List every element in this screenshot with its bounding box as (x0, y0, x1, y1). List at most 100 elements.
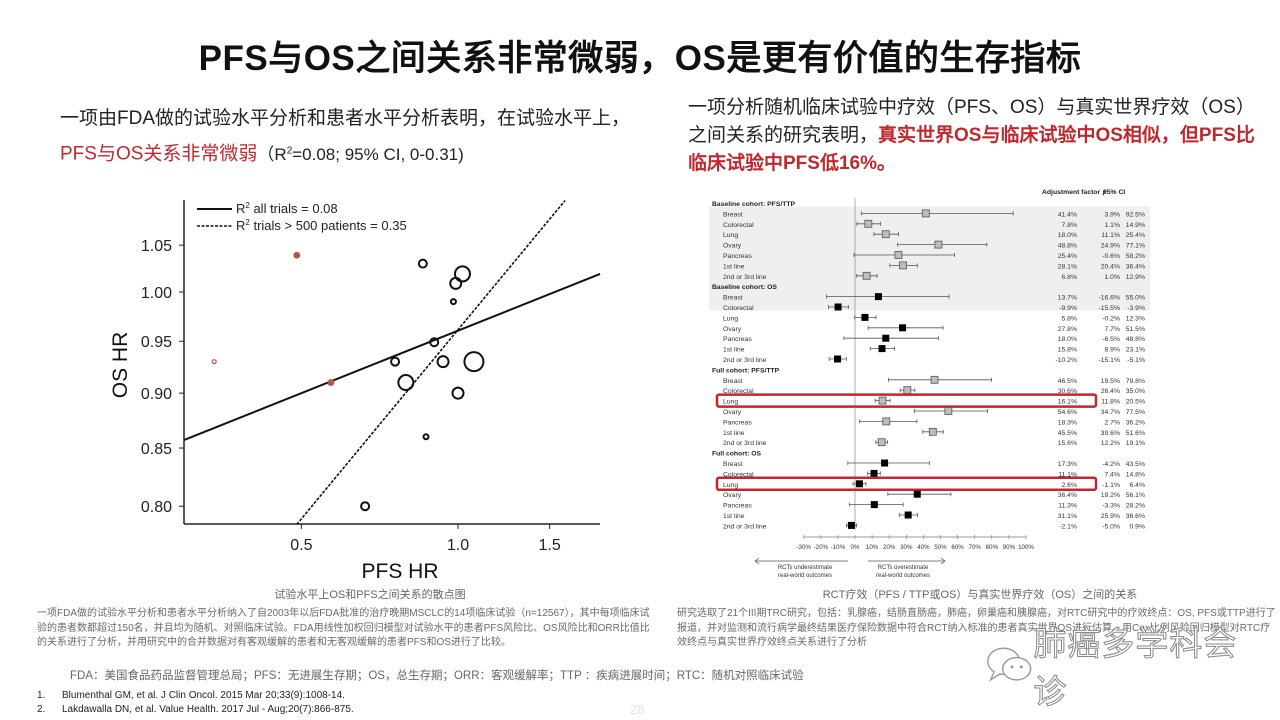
forest-adjustment-value: 25.4% (1058, 253, 1077, 260)
forest-adjustment-value: 15.8% (1058, 347, 1077, 354)
legend-label-text: all trials = 0.08 (250, 201, 338, 216)
scatter-point (293, 251, 301, 259)
forest-point-estimate (874, 293, 882, 301)
scatter-y-tick-label: 0.90 (141, 386, 172, 403)
forest-row-label: 2nd or 3rd line (723, 440, 767, 447)
forest-point-estimate (881, 459, 889, 467)
right-summary-highlight: 真实世界OS与临床试验中OS相似，但PFS比临床试验中PFS低16%。 (688, 125, 1255, 174)
scatter-x-tick-label: 1.5 (539, 537, 561, 554)
forest-ci-high: -5.1% (1127, 357, 1145, 364)
forest-ci-high: 36.6% (1126, 513, 1145, 520)
forest-row-label: Lung (723, 232, 738, 239)
forest-adjustment-value: 30.6% (1058, 388, 1077, 395)
forest-point-estimate (834, 355, 842, 363)
forest-ci-high: 56.1% (1126, 492, 1145, 499)
forest-x-tick-label: 30% (900, 544, 913, 551)
scatter-point (449, 276, 463, 290)
forest-row-label: 1st line (723, 513, 745, 520)
forest-section-header: Baseline cohort: PFS/TTP (712, 201, 796, 208)
reference-text: Blumenthal GM, et al. J Clin Oncol. 2015… (62, 690, 345, 701)
left-summary: 一项由FDA做的试验水平分析和患者水平分析表明，在试验水平上， PFS与OS关系非… (60, 103, 640, 171)
forest-adjustment-value: 16.1% (1058, 399, 1077, 406)
forest-x-tick-label: 0% (851, 544, 860, 551)
forest-row-label: Breast (723, 295, 743, 302)
forest-section-header: Baseline cohort: OS (712, 284, 777, 291)
forest-ci-low: 20.4% (1101, 263, 1120, 270)
forest-ci-low: -4.2% (1102, 461, 1120, 468)
forest-adjustment-value: 18.0% (1058, 232, 1077, 239)
forest-x-tick-label: 100% (1018, 544, 1034, 551)
forest-point-estimate (882, 334, 890, 342)
forest-ci-high: 35.0% (1126, 388, 1145, 395)
forest-row-label: Ovary (723, 492, 742, 499)
forest-ci-low: 24.9% (1101, 243, 1120, 250)
scatter-y-tick-label: 0.80 (141, 499, 172, 516)
scatter-point (397, 374, 415, 392)
forest-point-estimate (834, 303, 842, 311)
forest-point-estimate (862, 271, 871, 280)
forest-ci-low: -16.6% (1098, 295, 1120, 302)
forest-ci-low: 19.2% (1101, 492, 1120, 499)
forest-adjustment-value: -9.9% (1059, 305, 1077, 312)
stat-suffix: =0.08; 95% CI, 0-0.31) (292, 144, 464, 164)
forest-ci-high: 36.4% (1126, 263, 1145, 270)
forest-adjustment-value: -2.1% (1059, 523, 1077, 530)
forest-x-tick-label: 50% (934, 544, 947, 551)
forest-point-estimate (870, 501, 878, 509)
scatter-point (360, 501, 371, 512)
forest-row-label: Ovary (723, 326, 742, 333)
left-study-note: 一项FDA做的试验水平分析和患者水平分析纳入了自2003年以后FDA批准的治疗晚… (37, 608, 650, 648)
forest-point-estimate (903, 386, 912, 395)
forest-ci-low: -0.6% (1102, 253, 1120, 260)
forest-x-tick-label: 70% (969, 544, 982, 551)
forest-x-tick-label: 20% (883, 544, 896, 551)
forest-adjustment-value: 27.8% (1058, 326, 1077, 333)
reference-text: Lakdawalla DN, et al. Value Health. 2017… (62, 704, 354, 715)
forest-adjustment-value: 17.3% (1058, 461, 1077, 468)
forest-adjustment-value: 45.5% (1058, 430, 1077, 437)
forest-ci-high: 25.4% (1126, 232, 1145, 239)
forest-row-label: Colorectal (723, 222, 754, 229)
forest-ci-high: 23.1% (1126, 347, 1145, 354)
scatter-point (417, 258, 428, 269)
forest-adjustment-value: 54.6% (1058, 409, 1077, 416)
arrow-right-label: RCTs overestimate (878, 565, 929, 571)
legend-label-r: R (236, 201, 245, 216)
forest-ci-high: 79.8% (1126, 378, 1145, 385)
forest-row-label: Pancreas (723, 419, 752, 426)
scatter-caption: 试验水平上OS和PFS之间关系的散点图 (274, 589, 466, 601)
forest-ci-high: 19.1% (1126, 440, 1145, 447)
scatter-point (211, 359, 217, 365)
forest-ci-low: 19.5% (1101, 378, 1120, 385)
forest-point-estimate (944, 407, 953, 415)
scatter-y-tick-label: 0.85 (141, 441, 172, 458)
forest-point-estimate (870, 469, 878, 477)
forest-ci-low: 11.8% (1101, 399, 1120, 406)
forest-section-band (709, 227, 1150, 311)
forest-point-estimate (878, 345, 886, 353)
forest-x-tick-label: 60% (951, 544, 964, 551)
forest-row-label: Breast (723, 378, 743, 385)
scatter-point (327, 379, 335, 386)
reference-number: 1. (37, 690, 46, 701)
forest-point-estimate (930, 375, 939, 384)
forest-point-estimate (913, 490, 921, 498)
scatter-point (429, 337, 440, 348)
arrow-left-label: real-world outcomes (778, 573, 832, 579)
forest-ci-low: 8.9% (1105, 347, 1121, 354)
slide-title: PFS与OS之间关系非常微弱，OS是更有价值的生存指标 (198, 39, 1082, 78)
watermark-logo: 肺癌多学科会诊 (985, 624, 1255, 712)
forest-ci-high: 77.5% (1126, 409, 1145, 416)
forest-row-label: Pancreas (723, 503, 752, 510)
forest-ci-high: 6.4% (1130, 482, 1146, 489)
forest-ci-low: 1.0% (1105, 274, 1121, 281)
left-summary-stat: （R2=0.08; 95% CI, 0-0.31) (257, 145, 463, 164)
forest-point-estimate (899, 324, 907, 332)
scatter-x-tick-label: 1.0 (447, 537, 469, 554)
abbreviations-note: FDA：美国食品药品监督管理总局；PFS：无进展生存期；OS，总生存期；ORR：… (70, 670, 804, 682)
forest-adjustment-value: 48.8% (1058, 243, 1077, 250)
forest-row-label: Colorectal (723, 471, 754, 478)
forest-point-estimate (878, 396, 887, 405)
forest-row-label: Pancreas (723, 253, 752, 260)
left-summary-highlight: PFS与OS关系非常微弱 (60, 143, 258, 165)
